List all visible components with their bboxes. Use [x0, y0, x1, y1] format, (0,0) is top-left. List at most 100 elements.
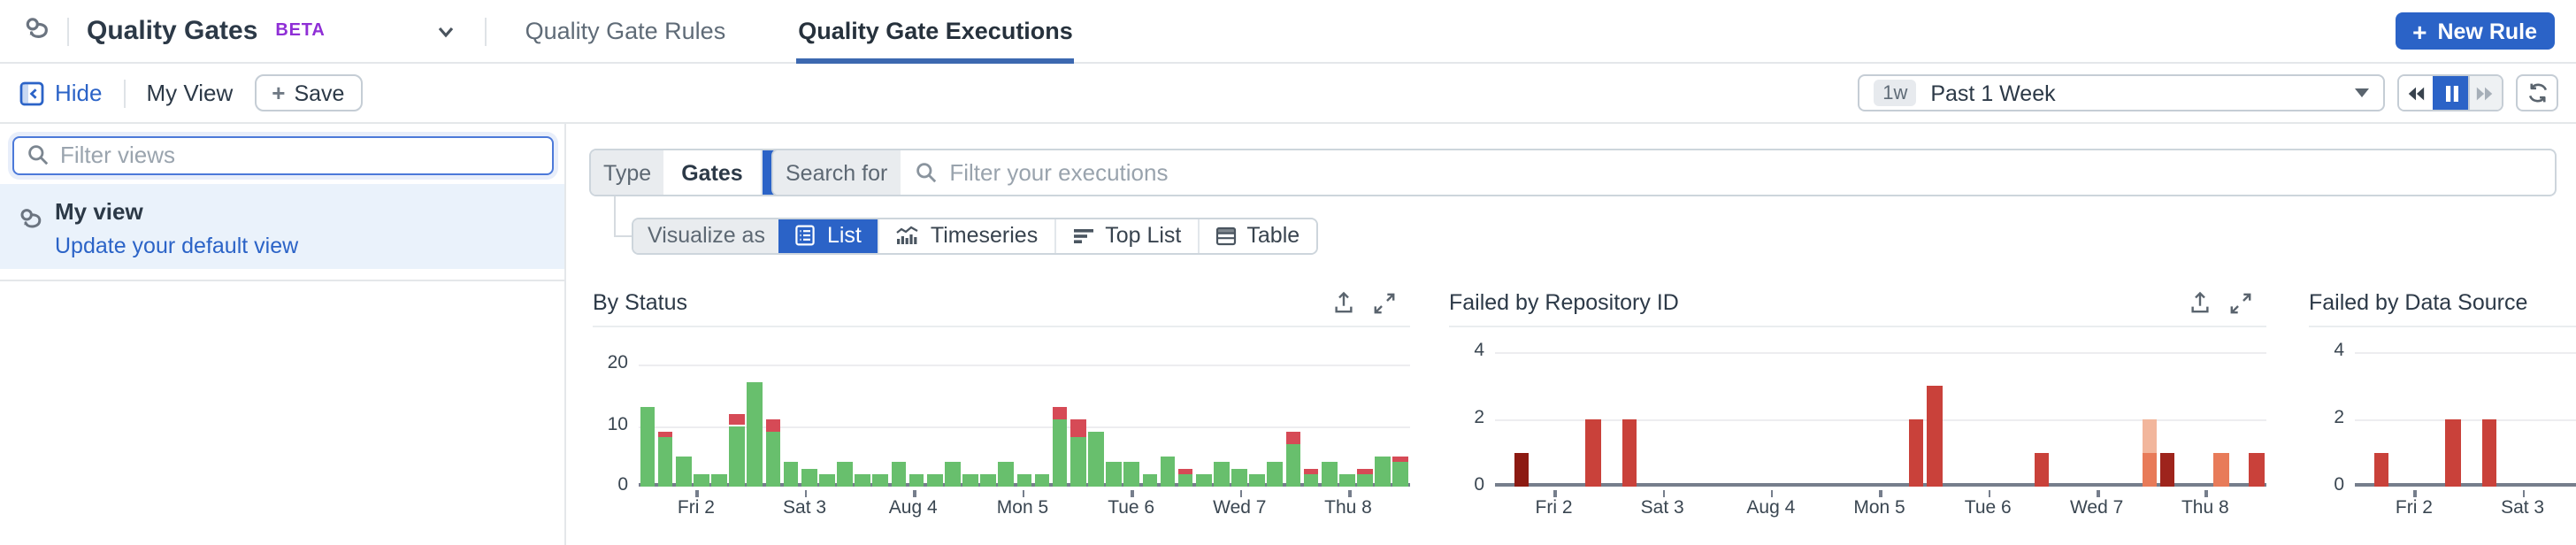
viz-option-top-list[interactable]: Top List: [1054, 219, 1198, 253]
bar-segment[interactable]: [944, 462, 961, 487]
bar-segment[interactable]: [1123, 462, 1140, 487]
bar-segment[interactable]: [1285, 443, 1301, 487]
tab-quality-gate-executions[interactable]: Quality Gate Executions: [780, 0, 1091, 63]
viz-option-timeseries[interactable]: Timeseries: [877, 219, 1054, 253]
bar-segment[interactable]: [801, 468, 817, 487]
bar-segment[interactable]: [1195, 474, 1212, 487]
bar-segment[interactable]: [1285, 431, 1301, 444]
expand-icon[interactable]: [1373, 290, 1396, 315]
bar-segment[interactable]: [837, 462, 853, 487]
viz-option-table[interactable]: Table: [1197, 219, 1316, 253]
filter-views-field: [12, 136, 554, 174]
bar-segment[interactable]: [2445, 418, 2461, 487]
type-option-gates[interactable]: Gates: [663, 150, 761, 195]
bar-segment[interactable]: [1214, 462, 1230, 487]
bar-segment[interactable]: [747, 382, 763, 487]
new-rule-button[interactable]: + New Rule: [2395, 12, 2555, 50]
bar-segment[interactable]: [1177, 468, 1193, 475]
bar-segment[interactable]: [2373, 452, 2389, 487]
bar-segment[interactable]: [694, 474, 709, 487]
bar-segment[interactable]: [926, 474, 943, 487]
bar-segment[interactable]: [1106, 462, 1122, 487]
bar-segment[interactable]: [1339, 474, 1355, 487]
bar-segment[interactable]: [675, 456, 692, 487]
bar-segment[interactable]: [1375, 456, 1391, 487]
bar-segment[interactable]: [1357, 468, 1373, 475]
bar-segment[interactable]: [1303, 474, 1319, 487]
bar-segment[interactable]: [1160, 456, 1176, 487]
update-default-view-link[interactable]: Update your default view: [55, 234, 299, 258]
bar-segment[interactable]: [657, 431, 673, 438]
bar-segment[interactable]: [1088, 431, 1104, 487]
bar-segment[interactable]: [891, 462, 907, 487]
export-icon[interactable]: [2189, 290, 2212, 315]
bar-segment[interactable]: [1177, 474, 1193, 487]
bar-segment[interactable]: [711, 474, 727, 487]
bar-segment[interactable]: [1514, 452, 1530, 487]
bar-segment[interactable]: [1267, 462, 1284, 487]
bar-segment[interactable]: [1908, 418, 1924, 487]
bar-segment[interactable]: [1231, 468, 1247, 487]
fast-forward-button[interactable]: [2467, 75, 2502, 111]
expand-icon[interactable]: [2229, 290, 2252, 315]
bar-segment[interactable]: [1142, 474, 1158, 487]
bar-segment[interactable]: [1926, 385, 1943, 487]
bar-segment[interactable]: [998, 462, 1015, 487]
bar-segment[interactable]: [962, 474, 978, 487]
bar-segment[interactable]: [1052, 419, 1068, 487]
pause-button[interactable]: [2433, 75, 2468, 111]
bar-segment[interactable]: [2481, 418, 2497, 487]
bar-segment[interactable]: [1392, 462, 1409, 487]
x-axis-tick: [2204, 490, 2208, 497]
bar-segment[interactable]: [1321, 462, 1338, 487]
time-range-label: Past 1 Week: [1930, 81, 2056, 105]
bar-segment[interactable]: [2213, 452, 2229, 487]
bar-segment[interactable]: [1303, 468, 1319, 475]
hide-sidebar-button[interactable]: Hide: [19, 80, 103, 106]
bar-segment[interactable]: [980, 474, 996, 487]
sidebar-item-my-view[interactable]: My view Update your default view: [0, 184, 564, 269]
filter-views-input[interactable]: [60, 142, 540, 169]
bar-segment[interactable]: [2159, 452, 2175, 487]
bar-segment[interactable]: [1392, 456, 1409, 463]
y-axis-tick-label: 2: [2334, 406, 2344, 428]
bar-segment[interactable]: [1622, 418, 1637, 487]
bar-segment[interactable]: [765, 419, 781, 432]
bar-segment[interactable]: [1070, 419, 1086, 438]
bar-segment[interactable]: [1052, 407, 1068, 420]
bar-segment[interactable]: [1585, 418, 1601, 487]
bar-segment[interactable]: [657, 437, 673, 487]
save-view-button[interactable]: + Save: [254, 74, 363, 111]
tab-quality-gate-rules[interactable]: Quality Gate Rules: [525, 18, 726, 44]
refresh-button[interactable]: [2516, 73, 2558, 112]
bar-segment[interactable]: [640, 407, 656, 487]
bar-segment[interactable]: [1249, 474, 1266, 487]
viz-option-list[interactable]: List: [778, 219, 878, 253]
chevron-down-icon[interactable]: [435, 20, 456, 42]
bar-segment[interactable]: [1357, 474, 1373, 487]
bar-segment[interactable]: [765, 431, 781, 487]
bar-segment[interactable]: [783, 462, 799, 487]
time-range-picker[interactable]: 1w Past 1 Week: [1858, 73, 2386, 112]
bar-segment[interactable]: [908, 474, 924, 487]
bar-segment[interactable]: [2142, 418, 2158, 453]
bar-segment[interactable]: [2249, 452, 2266, 487]
bar-segment[interactable]: [1070, 437, 1086, 487]
export-icon[interactable]: [1332, 290, 1355, 315]
y-axis-tick-label: 0: [1474, 474, 1484, 495]
executions-search-input[interactable]: [949, 159, 2541, 186]
bar-segment[interactable]: [855, 474, 870, 487]
bar-segment[interactable]: [872, 474, 889, 487]
rewind-button[interactable]: [2399, 75, 2434, 111]
bar-segment[interactable]: [1016, 474, 1032, 487]
bar-segment[interactable]: [818, 474, 835, 487]
bar-segment[interactable]: [729, 426, 745, 487]
bar-segment[interactable]: [2034, 452, 2050, 487]
bar-segment[interactable]: [2142, 452, 2158, 487]
bar-segment[interactable]: [1034, 474, 1050, 487]
bar-segment[interactable]: [729, 413, 745, 426]
